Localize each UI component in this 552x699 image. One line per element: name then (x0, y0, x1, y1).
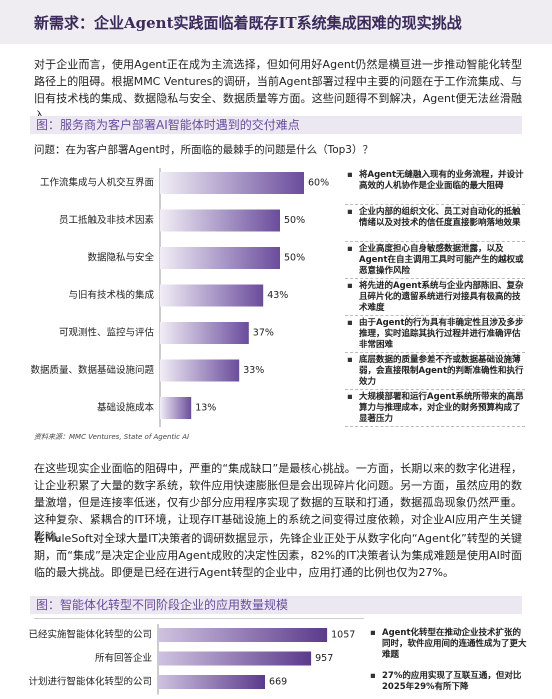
value-label: 33% (243, 365, 264, 376)
paragraph: 在这些现实企业面临的阻碍中，严重的“集成缺口”是最核心挑战。一方面，长期以来的数… (34, 462, 522, 543)
value-label: 669 (269, 677, 287, 688)
value-label: 60% (308, 178, 329, 189)
bar (160, 322, 249, 344)
bar (160, 359, 240, 382)
bar (158, 651, 312, 666)
note: 由于Agent的行为具有非确定性且涉及多步推理，实时追踪其执行过程并进行准确评估… (345, 316, 525, 353)
value-label: 50% (284, 253, 305, 264)
bar-chart: 工作流集成与人机交互界面 60% 员工抵触及非技术因素 50% 数据隐私与安全 50% 与旧… (30, 168, 329, 427)
category-label: 数据隐私与安全 (87, 252, 154, 264)
header-title: 新需求：企业Agent实践面临着既存IT系统集成困难的现实挑战 (34, 14, 462, 32)
category-label: 计划进行智能体化转型的公司 (28, 676, 152, 688)
category-label: 员工抵触及非技术因素 (59, 214, 155, 226)
note: 将Agent无缝融入现有的业务流程，并设计高效的人机协作是企业面临的最大阻碍 (345, 168, 525, 205)
paragraph: 对于企业而言，使用Agent正在成为主流选择，但如何用好Agent仍然是横亘进一… (34, 58, 522, 122)
bar (160, 397, 192, 419)
bar (160, 172, 304, 194)
bar (158, 675, 266, 689)
note: 大规模部署和运行Agent系统所带来的高昂算力与推理成本，对企业的财务预算构成了… (345, 390, 525, 427)
category-label: 与旧有技术栈的集成 (68, 289, 154, 301)
source: 资料来源：MMC Ventures, State of Agentic AI (34, 433, 190, 441)
bar-chart: 已经实施智能体化转型的公司 1057 所有回答企业 957 计划进行智能体化转型的公司 6… (28, 624, 355, 695)
note: 企业高度担心自身敏感数据泄露，以及Agent在自主调用工具时可能产生的越权或恶意… (345, 242, 525, 279)
value-label: 43% (267, 290, 288, 301)
value-label: 50% (284, 215, 305, 226)
bar (160, 209, 280, 232)
bar (160, 247, 280, 269)
category-label: 基础设施成本 (97, 402, 155, 414)
note: Agent化转型在推动企业技术扩张的同时，软件应用间的连通性成为了更大难题 (368, 626, 528, 663)
category-label: 所有回答企业 (95, 652, 152, 664)
category-label: 工作流集成与人机交互界面 (40, 177, 154, 189)
question: 问题：在为客户部署Agent时，所面临的最棘手的问题是什么（Top3）？ (34, 144, 373, 156)
note: 企业内部的组织文化、员工对自动化的抵触情绪以及对技术的信任度直接影响落地效果 (345, 205, 525, 242)
value-label: 13% (195, 403, 216, 414)
bar (158, 628, 328, 642)
value-label: 1057 (331, 630, 355, 641)
category-label: 已经实施智能体化转型的公司 (28, 629, 152, 641)
note: 27%的应用实现了互联互通，但对比2025年29%有所下降 (368, 669, 528, 695)
category-label: 可观测性、监控与评估 (59, 327, 155, 339)
figure-title: 图：智能体化转型不同阶段企业的应用数量规模 (30, 596, 522, 614)
bar (160, 284, 264, 307)
notes: 将Agent无缝融入现有的业务流程，并设计高效的人机协作是企业面临的最大阻碍企业… (345, 168, 525, 427)
figure-title: 图：服务商为客户部署AI智能体时遇到的交付难点 (30, 116, 522, 134)
notes: Agent化转型在推动企业技术扩张的同时，软件应用间的连通性成为了更大难题 27%… (368, 626, 528, 699)
header: 新需求：企业Agent实践面临着既存IT系统集成困难的现实挑战 (0, 0, 552, 44)
note: 底层数据的质量参差不齐或数据基础设施薄弱，会直接限制Agent的判断准确性和执行… (345, 353, 525, 390)
value-label: 37% (253, 328, 274, 339)
divider (34, 618, 364, 619)
note: 将先进的Agent系统与企业内部陈旧、复杂且碎片化的遗留系统进行对接具有极高的技… (345, 279, 525, 316)
paragraph: 在MuleSoft对全球大量IT决策者的调研数据显示，先锋企业正处于从数字化向“… (34, 532, 522, 579)
category-label: 数据质量、数据基础设施问题 (30, 364, 154, 376)
value-label: 957 (315, 653, 333, 664)
